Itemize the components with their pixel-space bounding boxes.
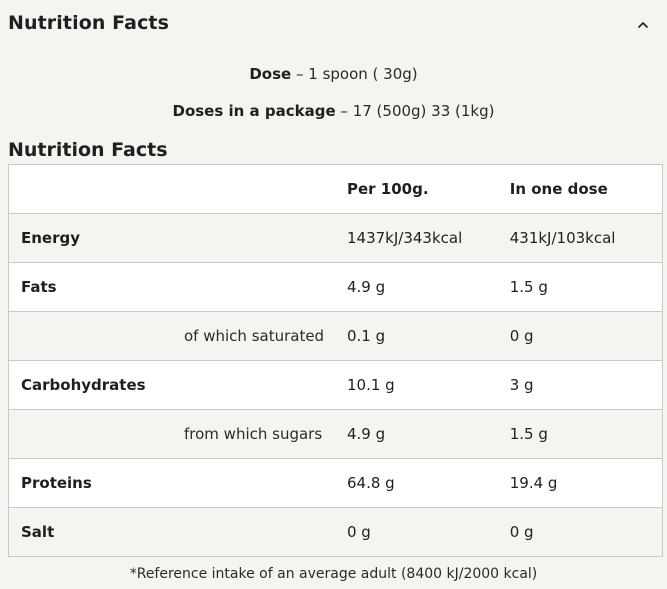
table-row: Salt 0 g 0 g: [8, 507, 663, 557]
nutrition-accordion-header[interactable]: Nutrition Facts: [0, 0, 667, 50]
row-dose-value: 19.4 g: [509, 458, 663, 508]
collapse-toggle-button[interactable]: [630, 13, 656, 37]
column-header-per100: Per 100g.: [347, 164, 510, 214]
row-label: of which saturated: [8, 311, 347, 361]
package-label: Doses in a package: [172, 102, 336, 120]
row-dose-value: 1.5 g: [509, 409, 663, 459]
dose-value: – 1 spoon ( 30g): [291, 65, 418, 83]
row-per100-value: 0.1 g: [347, 311, 510, 361]
package-info: Doses in a package – 17 (500g) 33 (1kg): [0, 102, 667, 120]
table-row: Energy 1437kJ/343kcal 431kJ/103kcal: [8, 213, 663, 263]
row-per100-value: 4.9 g: [347, 409, 510, 459]
row-per100-value: 1437kJ/343kcal: [347, 213, 510, 263]
table-header-row: Per 100g. In one dose: [8, 164, 663, 214]
row-per100-value: 64.8 g: [347, 458, 510, 508]
row-dose-value: 0 g: [509, 507, 663, 557]
dose-label: Dose: [249, 65, 292, 83]
row-label: Energy: [8, 213, 347, 263]
table-row: Fats 4.9 g 1.5 g: [8, 262, 663, 312]
chevron-up-icon: [638, 22, 648, 28]
nutrition-table: Per 100g. In one dose Energy 1437kJ/343k…: [8, 164, 663, 557]
table-row: from which sugars 4.9 g 1.5 g: [8, 409, 663, 459]
dose-info: Dose – 1 spoon ( 30g): [0, 65, 667, 83]
row-label: Fats: [8, 262, 347, 312]
row-label: Proteins: [8, 458, 347, 508]
row-dose-value: 1.5 g: [509, 262, 663, 312]
row-per100-value: 4.9 g: [347, 262, 510, 312]
accordion-title: Nutrition Facts: [8, 12, 170, 34]
row-dose-value: 431kJ/103kcal: [509, 213, 663, 263]
package-value: – 17 (500g) 33 (1kg): [335, 102, 495, 120]
reference-intake-footnote: *Reference intake of an average adult (8…: [129, 566, 538, 582]
row-label: Carbohydrates: [8, 360, 347, 410]
row-dose-value: 0 g: [509, 311, 663, 361]
section-title: Nutrition Facts: [8, 139, 168, 161]
row-label: from which sugars: [8, 409, 347, 459]
table-row: Carbohydrates 10.1 g 3 g: [8, 360, 663, 410]
table-row: Proteins 64.8 g 19.4 g: [8, 458, 663, 508]
row-per100-value: 10.1 g: [347, 360, 510, 410]
row-label: Salt: [8, 507, 347, 557]
column-header-dose: In one dose: [509, 164, 663, 214]
row-per100-value: 0 g: [347, 507, 510, 557]
table-row: of which saturated 0.1 g 0 g: [8, 311, 663, 361]
row-dose-value: 3 g: [509, 360, 663, 410]
column-header-name: [8, 164, 347, 214]
